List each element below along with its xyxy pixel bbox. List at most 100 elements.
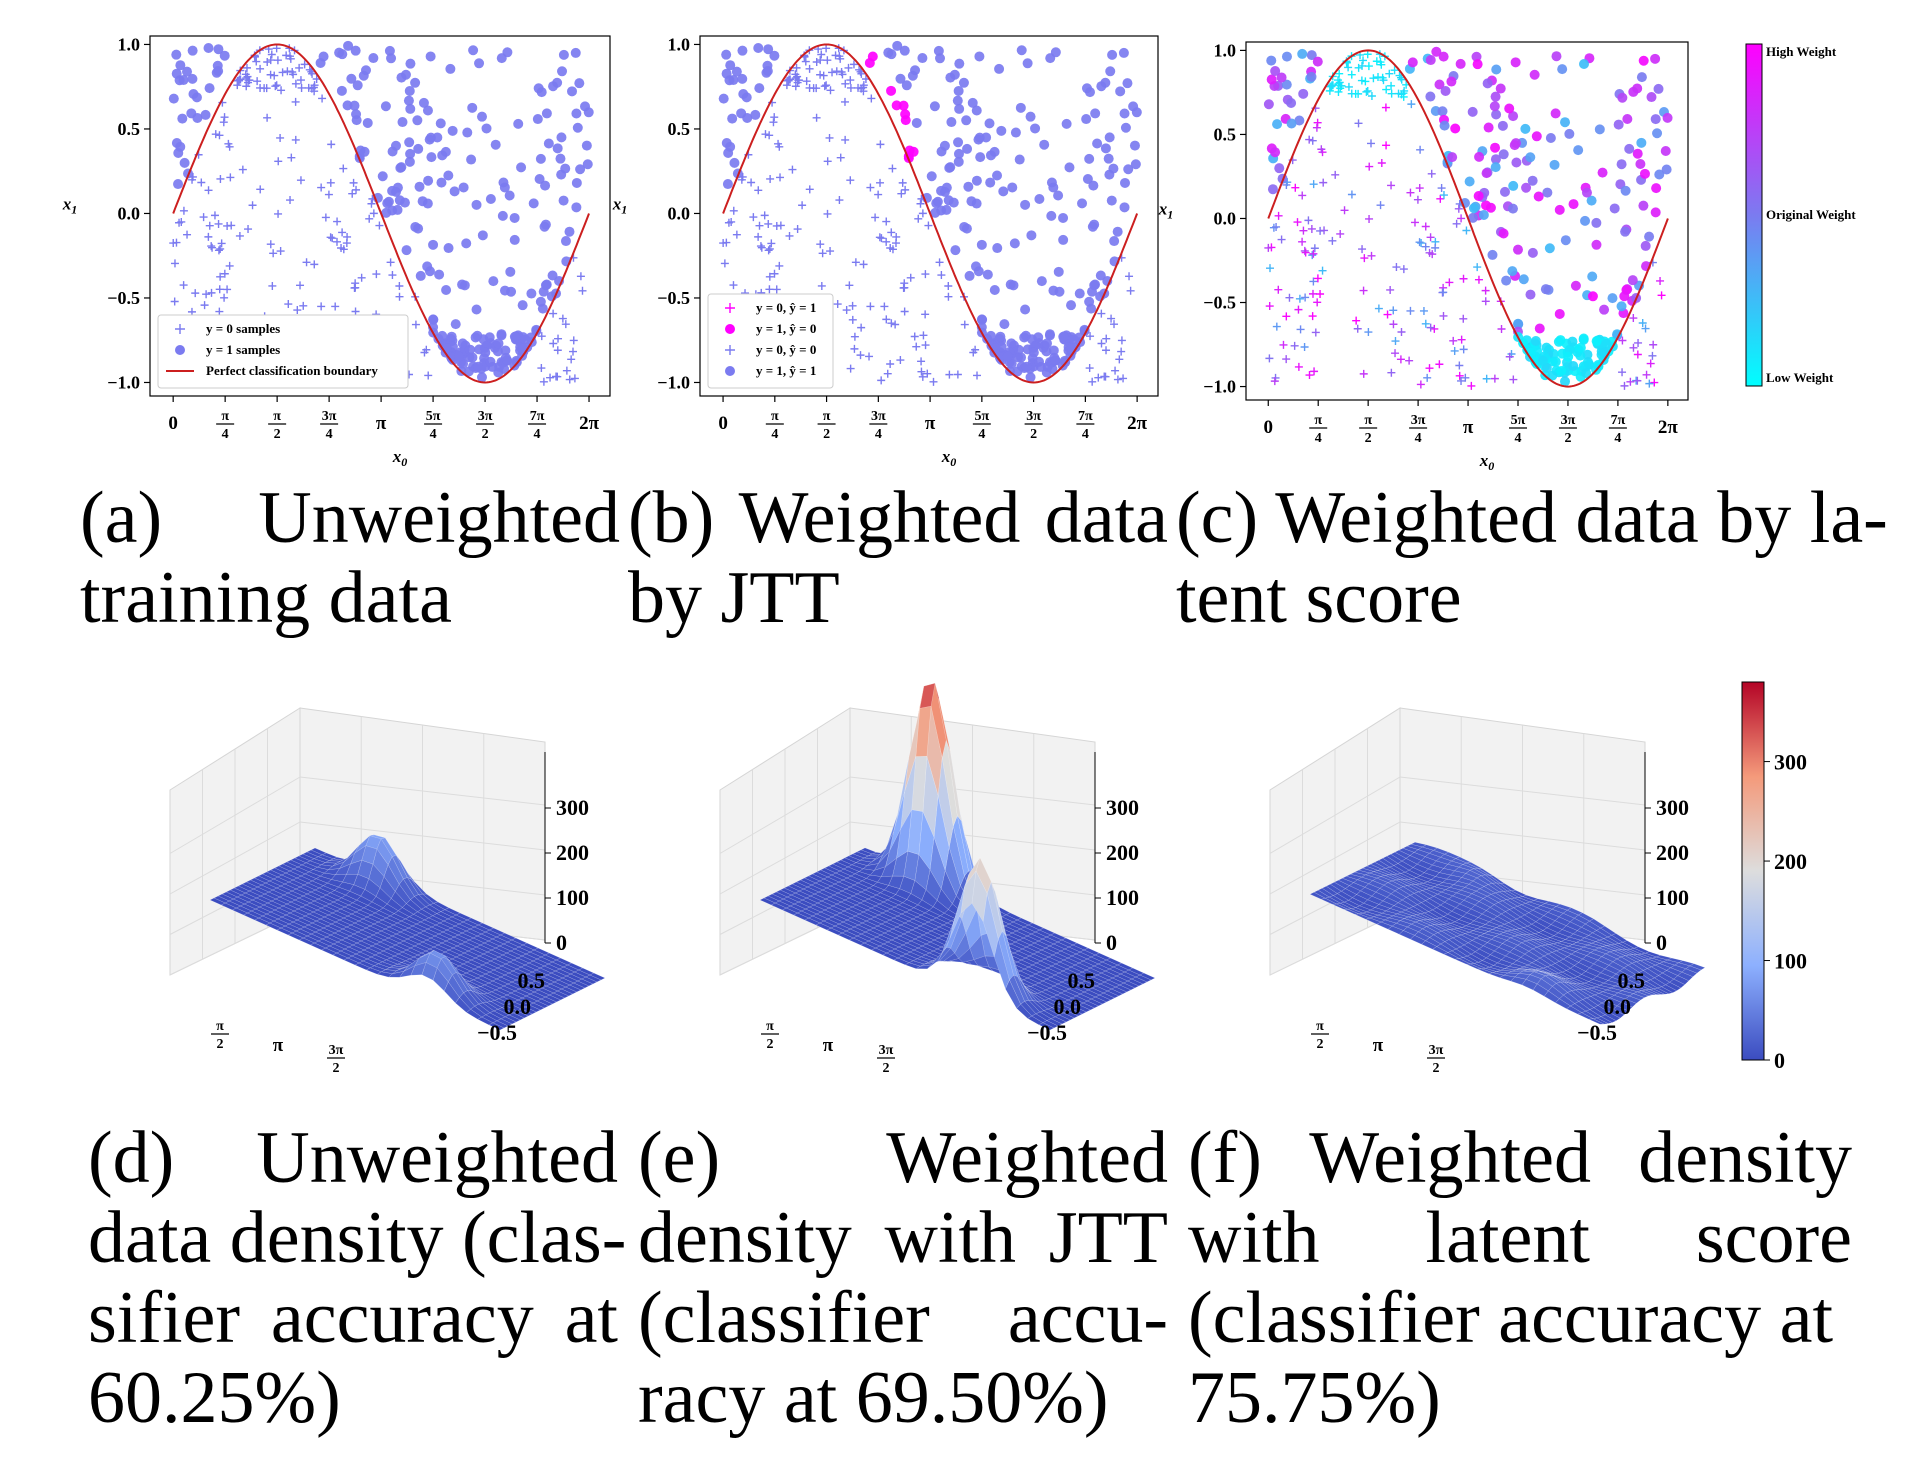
data-point: [496, 329, 507, 340]
data-point: [1618, 336, 1627, 345]
data-point: [950, 245, 961, 256]
data-point: [1607, 293, 1618, 304]
data-point: [1462, 226, 1471, 235]
data-point: [285, 52, 294, 61]
x1-tick-label: −0.5: [477, 1020, 517, 1045]
data-point: [1335, 78, 1344, 87]
data-point: [1312, 123, 1321, 132]
data-point: [1457, 335, 1466, 344]
data-point: [919, 331, 928, 340]
data-point: [764, 219, 773, 228]
data-point: [1359, 369, 1368, 378]
data-point: [977, 314, 988, 325]
data-point: [1613, 119, 1624, 130]
data-point: [1616, 301, 1627, 312]
data-point: [969, 348, 978, 357]
data-point: [1044, 329, 1055, 340]
caption-f-line4: 75.75%): [1188, 1357, 1441, 1439]
data-point: [1382, 141, 1391, 150]
data-point: [971, 175, 982, 186]
data-point: [1387, 81, 1396, 90]
data-point: [899, 45, 910, 56]
x-tick-label-den: 2: [1564, 431, 1571, 446]
data-point: [1427, 169, 1436, 178]
data-point: [1645, 379, 1654, 388]
data-point: [1088, 377, 1097, 386]
data-point: [1616, 159, 1627, 170]
data-point: [536, 87, 547, 98]
data-point: [737, 73, 748, 84]
data-point: [1382, 85, 1391, 94]
x-tick-label: 7π4: [1608, 413, 1627, 446]
data-point: [497, 210, 508, 221]
x-tick-label-num: 7π: [530, 409, 545, 424]
data-point: [1436, 194, 1445, 203]
data-point: [1326, 82, 1335, 91]
data-point: [488, 276, 499, 287]
x-tick-label-num: 3π: [322, 409, 337, 424]
data-point: [775, 261, 784, 270]
data-point: [1485, 202, 1496, 213]
data-point: [823, 157, 832, 166]
data-point: [346, 73, 357, 84]
data-point: [757, 243, 766, 252]
data-point: [917, 53, 928, 64]
data-point: [1501, 275, 1512, 286]
data-point: [1573, 145, 1584, 156]
data-point: [496, 53, 507, 64]
boundary-line-c: [1267, 49, 1669, 388]
data-point: [1265, 302, 1274, 311]
data-point: [553, 346, 562, 355]
data-point: [1053, 266, 1064, 277]
data-point: [1039, 139, 1050, 150]
x-tick-label: π2: [268, 409, 287, 442]
x-tick-label: 0: [168, 413, 178, 434]
data-point: [1295, 294, 1304, 303]
data-point: [1421, 222, 1430, 231]
data-point: [822, 44, 831, 53]
data-point: [474, 58, 485, 69]
data-point: [349, 100, 360, 111]
data-point: [168, 93, 179, 104]
data-point: [1319, 178, 1328, 187]
data-point: [921, 341, 930, 350]
data-point: [953, 85, 964, 96]
data-point: [1483, 122, 1494, 133]
data-point: [1272, 222, 1281, 231]
data-point: [958, 77, 969, 88]
data-point: [1563, 351, 1574, 362]
legend-box: [707, 293, 834, 389]
data-point: [467, 352, 478, 363]
data-point: [921, 270, 930, 279]
data-point: [561, 320, 570, 329]
data-point: [1112, 226, 1123, 237]
data-point: [1335, 69, 1344, 78]
data-point: [204, 232, 213, 241]
data-point: [767, 239, 776, 248]
pane-grid-line: [849, 821, 1096, 851]
data-point: [1405, 356, 1414, 365]
data-point: [844, 63, 853, 72]
density-colorbar-label: 100: [1774, 949, 1807, 974]
data-point: [1575, 342, 1586, 353]
data-point: [1557, 64, 1568, 75]
x-tick-label-num: π: [221, 409, 229, 424]
x-tick-label-den: 2: [482, 427, 489, 442]
data-point: [747, 178, 756, 187]
data-point: [571, 108, 582, 119]
data-point: [173, 179, 184, 190]
data-point: [1313, 274, 1322, 283]
data-point: [484, 332, 495, 343]
data-point: [1550, 108, 1561, 119]
data-point: [816, 56, 825, 65]
data-point: [825, 133, 834, 142]
data-point: [973, 371, 982, 380]
caption-b-line2: by JTT: [628, 557, 840, 639]
x-tick-label-den: 4: [1515, 431, 1522, 446]
data-point: [1568, 360, 1579, 371]
data-point: [375, 221, 384, 230]
data-point: [1662, 112, 1673, 123]
data-point: [535, 296, 546, 307]
data-point: [749, 213, 758, 222]
caption-a: (a) Unweighted training data: [80, 478, 620, 638]
